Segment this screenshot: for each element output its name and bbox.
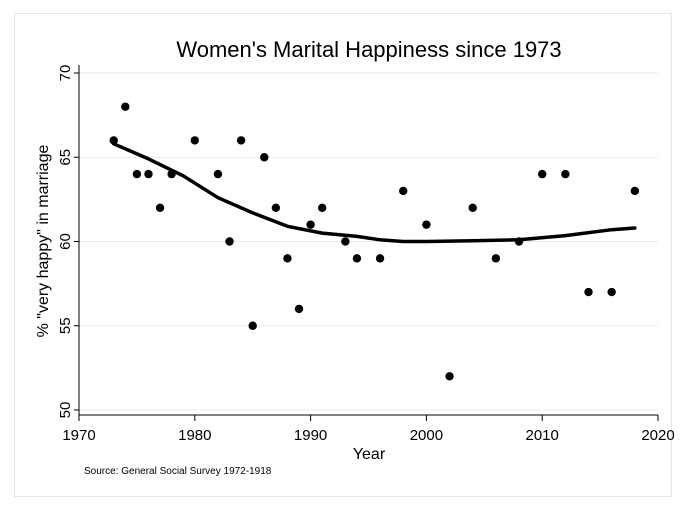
data-point — [306, 220, 315, 229]
data-point — [283, 254, 292, 263]
chart-title: Women's Marital Happiness since 1973 — [176, 37, 561, 62]
axes: 50 55 60 65 70 1970 1980 1990 2000 2010 2020 — [57, 65, 675, 444]
data-point — [236, 136, 246, 145]
grid — [79, 72, 658, 411]
x-tick-label: 2010 — [526, 427, 559, 444]
x-tick-label: 1990 — [294, 427, 327, 444]
x-axis-label: Year — [353, 446, 386, 463]
data-point — [260, 153, 269, 162]
data-point — [561, 169, 570, 179]
data-point — [399, 186, 408, 196]
data-point — [213, 169, 223, 179]
data-point — [491, 254, 501, 263]
points-group — [109, 102, 640, 381]
data-point — [630, 186, 640, 196]
data-point — [538, 169, 547, 179]
data-point — [248, 321, 257, 330]
data-point — [375, 254, 385, 263]
data-point — [155, 203, 165, 212]
y-tick-label: 65 — [57, 149, 74, 166]
data-point — [514, 237, 524, 246]
source-note: Source: General Social Survey 1972-1918 — [84, 466, 272, 477]
data-point — [341, 237, 350, 246]
data-point — [121, 102, 130, 111]
data-point — [190, 136, 199, 145]
data-point — [445, 372, 454, 381]
trend-line-group — [111, 142, 637, 244]
data-point — [294, 304, 304, 314]
x-tick-label: 1980 — [178, 427, 211, 444]
y-tick-label: 60 — [57, 233, 74, 250]
data-point — [167, 169, 176, 179]
data-point — [607, 287, 616, 297]
trend-line — [111, 142, 637, 244]
data-point — [352, 254, 362, 263]
data-point — [225, 237, 234, 246]
data-point — [317, 203, 327, 212]
y-axis-label: % "very happy" in marriage — [35, 145, 52, 338]
data-point — [132, 169, 142, 179]
y-tick-label: 55 — [57, 317, 74, 334]
chart-frame — [14, 13, 672, 497]
data-point — [144, 169, 153, 179]
data-point — [271, 203, 281, 212]
data-point — [468, 203, 477, 212]
y-tick-label: 50 — [57, 402, 74, 419]
x-tick-label: 1970 — [62, 427, 95, 444]
x-tick-label: 2020 — [641, 427, 674, 444]
data-point — [422, 220, 431, 229]
x-tick-label: 2000 — [410, 427, 443, 444]
data-point — [584, 287, 593, 297]
y-tick-label: 70 — [57, 65, 74, 82]
data-point — [109, 136, 118, 145]
